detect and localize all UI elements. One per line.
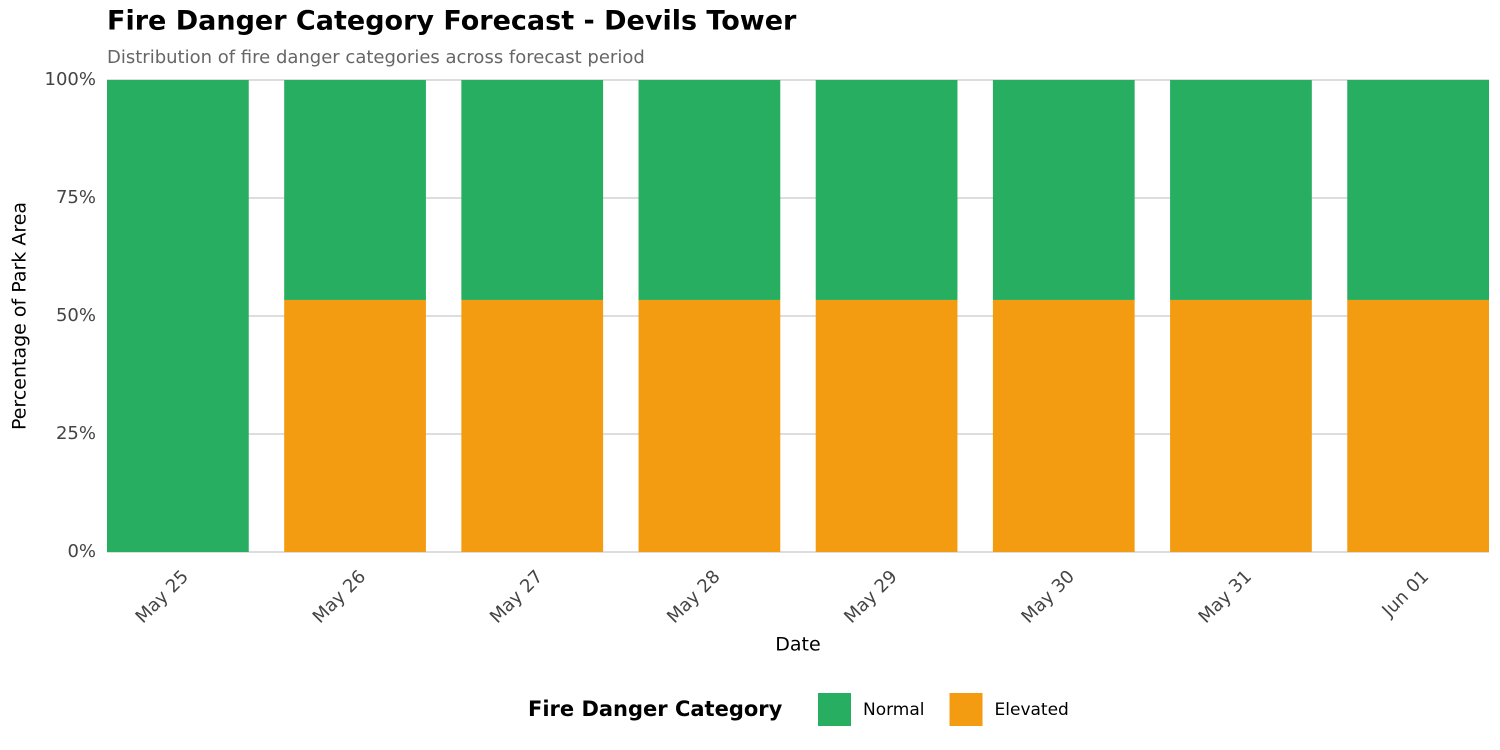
- x-tick-label: Jun 01: [1378, 566, 1434, 622]
- bar-segment: [1170, 299, 1312, 552]
- y-tick-label: 50%: [56, 305, 96, 326]
- bar-segment: [107, 80, 249, 552]
- bar-segment: [461, 80, 604, 300]
- y-tick-label: 25%: [56, 423, 96, 444]
- x-tick-label: May 29: [840, 566, 901, 627]
- bar-segment: [284, 80, 426, 300]
- x-tick-label: May 26: [309, 566, 370, 627]
- bar-segment: [992, 80, 1135, 300]
- y-tick-label: 75%: [56, 187, 96, 208]
- bar-segment: [815, 80, 958, 300]
- x-tick-label: May 31: [1195, 566, 1256, 627]
- bar-segment: [284, 299, 426, 552]
- legend-swatch: [949, 693, 983, 726]
- bar-segment: [638, 299, 781, 552]
- x-axis-label: Date: [775, 634, 820, 656]
- y-tick-label: 0%: [67, 541, 96, 562]
- legend-title: Fire Danger Category: [528, 697, 783, 721]
- bar-segment: [815, 299, 958, 552]
- legend-swatch: [818, 693, 851, 726]
- bar-segment: [461, 299, 604, 552]
- x-tick-label: May 28: [663, 566, 724, 627]
- legend-label: Elevated: [995, 700, 1069, 720]
- x-tick-label: May 25: [132, 566, 193, 627]
- bar-segment: [638, 80, 781, 300]
- bar-segment: [1347, 299, 1489, 552]
- x-tick-label: May 27: [486, 566, 547, 627]
- legend-label: Normal: [863, 700, 925, 720]
- bar-segment: [1347, 80, 1489, 300]
- bar-segment: [1170, 80, 1312, 300]
- y-axis-label: Percentage of Park Area: [9, 202, 31, 430]
- x-tick-label: May 30: [1017, 566, 1078, 627]
- bar-segment: [992, 299, 1135, 552]
- y-tick-label: 100%: [45, 69, 96, 90]
- chart-subtitle: Distribution of fire danger categories a…: [107, 47, 645, 68]
- chart-title: Fire Danger Category Forecast - Devils T…: [107, 6, 797, 37]
